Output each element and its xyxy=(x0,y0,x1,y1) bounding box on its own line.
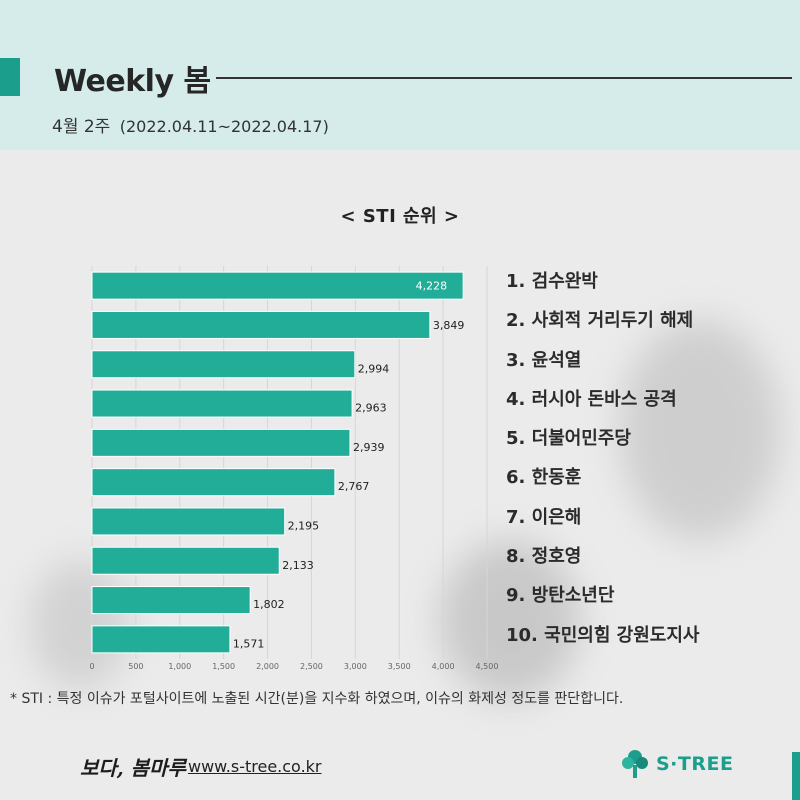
x-tick-label: 4,000 xyxy=(432,662,455,671)
x-tick-label: 4,500 xyxy=(476,662,499,671)
date-range: (2022.04.11~2022.04.17) xyxy=(119,117,329,136)
x-tick-label: 3,000 xyxy=(344,662,367,671)
bar xyxy=(91,271,464,300)
header-accent-bar xyxy=(0,58,20,96)
week-label: 4월 2주 (2022.04.11~2022.04.17) xyxy=(52,112,329,137)
bar-value-label: 3,849 xyxy=(433,319,465,332)
corner-accent-bar xyxy=(792,752,800,800)
ranking-item: 3. 윤석열 xyxy=(506,349,582,371)
x-tick-label: 0 xyxy=(89,662,94,671)
x-tick-label: 1,000 xyxy=(168,662,191,671)
ranking-item: 6. 한동훈 xyxy=(506,467,582,489)
x-tick-label: 3,500 xyxy=(388,662,411,671)
tree-icon xyxy=(622,750,648,778)
ranking-item: 2. 사회적 거리두기 해제 xyxy=(506,310,694,332)
stree-logo: S·TREE xyxy=(620,748,733,780)
chart-title: < STI 순위 > xyxy=(340,206,460,227)
bar xyxy=(91,507,286,536)
ranking-item: 9. 방탄소년단 xyxy=(506,585,615,607)
background-blur xyxy=(620,320,780,540)
brand-slogan: 보다, 봄마루 xyxy=(80,756,186,780)
bar-value-label: 4,228 xyxy=(416,280,448,293)
bar-value-label: 2,133 xyxy=(282,559,314,572)
logo-text: S·TREE xyxy=(656,753,734,775)
bar-value-label: 1,802 xyxy=(253,598,284,611)
title-divider xyxy=(216,77,792,79)
ranking-item: 10. 국민의힘 강원도지사 xyxy=(506,624,700,646)
bar-value-label: 1,571 xyxy=(233,637,265,650)
x-tick-label: 2,000 xyxy=(256,662,279,671)
bar xyxy=(91,625,231,654)
bar-value-label: 2,939 xyxy=(353,441,385,454)
bar-value-label: 2,963 xyxy=(355,402,387,415)
page-title: Weekly 봄 xyxy=(54,64,211,99)
footnote: * STI : 특정 이슈가 포털사이트에 노출된 시간(분)을 지수화 하였으… xyxy=(10,691,624,707)
week-number: 4월 2주 xyxy=(52,117,111,137)
bar xyxy=(91,428,351,457)
bar xyxy=(91,389,353,418)
ranking-item: 4. 러시아 돈바스 공격 xyxy=(506,388,677,410)
website-link[interactable]: www.s-tree.co.kr xyxy=(188,757,322,776)
ranking-item: 7. 이은해 xyxy=(506,506,582,528)
background-blur xyxy=(440,540,580,700)
header-band xyxy=(0,0,800,150)
bar xyxy=(91,586,251,615)
ranking-item: 5. 더불어민주당 xyxy=(506,428,631,450)
ranking-item: 1. 검수완박 xyxy=(506,271,598,292)
bar-value-label: 2,195 xyxy=(288,519,320,532)
ranking-list: 1. 검수완박 2. 사회적 거리두기 해제 3. 윤석열 4. 러시아 돈바스… xyxy=(506,262,796,655)
ranking-item: 8. 정호영 xyxy=(506,546,582,568)
bar-value-label: 2,994 xyxy=(358,362,390,375)
x-tick-label: 2,500 xyxy=(300,662,323,671)
bar xyxy=(91,350,356,379)
x-tick-label: 500 xyxy=(128,662,143,671)
bar xyxy=(91,468,336,497)
background-blur xyxy=(30,560,130,690)
bar xyxy=(91,546,280,575)
x-tick-label: 1,500 xyxy=(212,662,235,671)
bar xyxy=(91,310,431,339)
bar-value-label: 2,767 xyxy=(338,480,370,493)
sti-bar-chart: 0 500 1,000 1,500 2,000 2,500 3,000 3,500 4,000 4… xyxy=(89,266,499,671)
